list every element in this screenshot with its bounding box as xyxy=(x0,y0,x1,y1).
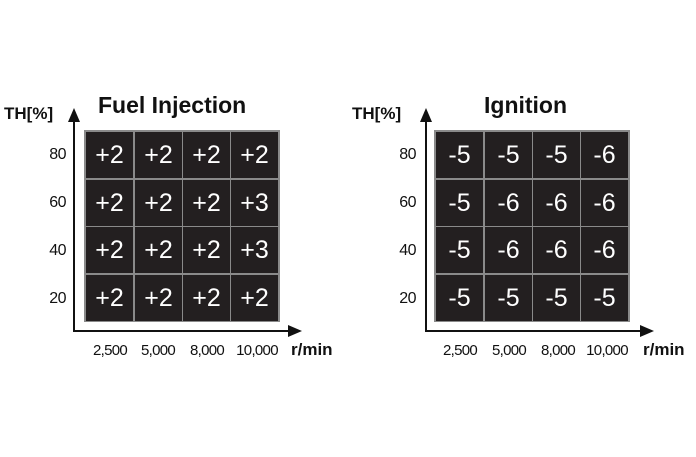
fuel-injection-y-tick: 40 xyxy=(49,242,66,259)
ignition-cell: -6 xyxy=(485,180,532,226)
fuel-injection-cell: +2 xyxy=(86,275,133,321)
ignition-cell: -5 xyxy=(436,227,483,273)
fuel-injection-panel: Fuel Injection TH[%] 80 60 40 20 +2 +2 +… xyxy=(4,92,333,359)
ignition-y-tick: 80 xyxy=(399,146,416,163)
ignition-cell: -5 xyxy=(533,275,580,321)
ignition-x-axis-arrow xyxy=(640,325,654,337)
fuel-injection-cell: +2 xyxy=(183,275,230,321)
fuel-injection-y-axis-label: TH[%] xyxy=(4,104,54,123)
fuel-injection-cell: +2 xyxy=(183,227,230,273)
fuel-injection-y-tick: 20 xyxy=(49,290,66,307)
ignition-cell: -5 xyxy=(436,132,483,178)
fuel-injection-cell: +2 xyxy=(86,227,133,273)
fuel-injection-grid: +2 +2 +2 +2 +2 +2 +2 +3 +2 +2 +2 +3 +2 +… xyxy=(84,130,280,322)
fuel-injection-x-axis-arrow xyxy=(288,325,302,337)
ignition-y-axis xyxy=(425,118,427,332)
fuel-injection-x-axis-label: r/min xyxy=(291,340,333,359)
ignition-cell: -6 xyxy=(581,227,628,273)
fuel-injection-cell: +3 xyxy=(231,180,278,226)
ignition-cell: -6 xyxy=(581,180,628,226)
ignition-grid: -5 -5 -5 -6 -5 -6 -6 -6 -5 -6 -6 -6 -5 -… xyxy=(434,130,630,322)
fuel-injection-y-tick: 80 xyxy=(49,146,66,163)
fuel-injection-cell: +2 xyxy=(135,132,182,178)
ignition-x-tick: 10,000 xyxy=(586,342,628,359)
fuel-injection-cell: +2 xyxy=(135,275,182,321)
fuel-injection-cell: +3 xyxy=(231,227,278,273)
fuel-injection-x-tick: 8,000 xyxy=(189,342,225,359)
ignition-cell: -5 xyxy=(436,275,483,321)
ignition-y-axis-label: TH[%] xyxy=(352,104,402,123)
ignition-x-tick: 2,500 xyxy=(442,342,478,359)
ignition-cell: -5 xyxy=(533,132,580,178)
ignition-x-axis-label: r/min xyxy=(643,340,685,359)
ignition-cell: -6 xyxy=(485,227,532,273)
fuel-injection-cell: +2 xyxy=(135,180,182,226)
ignition-y-axis-arrow xyxy=(420,108,432,122)
ignition-y-tick: 20 xyxy=(399,290,416,307)
fuel-injection-cell: +2 xyxy=(231,275,278,321)
ignition-y-tick: 60 xyxy=(399,194,416,211)
fuel-injection-x-tick: 2,500 xyxy=(92,342,128,359)
ignition-cell: -5 xyxy=(581,275,628,321)
fuel-injection-x-tick: 10,000 xyxy=(236,342,278,359)
fuel-injection-x-axis xyxy=(73,330,291,332)
fuel-injection-y-axis xyxy=(73,118,75,332)
ignition-cell: -6 xyxy=(533,227,580,273)
ignition-x-axis xyxy=(425,330,643,332)
fuel-injection-cell: +2 xyxy=(86,132,133,178)
fuel-injection-cell: +2 xyxy=(135,227,182,273)
ignition-cell: -5 xyxy=(485,275,532,321)
fuel-injection-title: Fuel Injection xyxy=(98,92,247,118)
fuel-injection-y-tick: 60 xyxy=(49,194,66,211)
ignition-cell: -5 xyxy=(485,132,532,178)
fuel-injection-y-axis-arrow xyxy=(68,108,80,122)
ignition-panel: Ignition TH[%] 80 60 40 20 -5 -5 -5 -6 -… xyxy=(348,0,696,457)
ignition-x-tick: 8,000 xyxy=(540,342,576,359)
fuel-injection-cell: +2 xyxy=(183,180,230,226)
ignition-y-tick: 40 xyxy=(399,242,416,259)
ignition-cell: -5 xyxy=(436,180,483,226)
ignition-x-tick: 5,000 xyxy=(491,342,527,359)
fuel-injection-cell: +2 xyxy=(86,180,133,226)
ignition-cell: -6 xyxy=(533,180,580,226)
fuel-injection-cell: +2 xyxy=(231,132,278,178)
fuel-injection-cell: +2 xyxy=(183,132,230,178)
ignition-cell: -6 xyxy=(581,132,628,178)
ignition-title: Ignition xyxy=(484,92,568,118)
fuel-injection-x-tick: 5,000 xyxy=(140,342,176,359)
